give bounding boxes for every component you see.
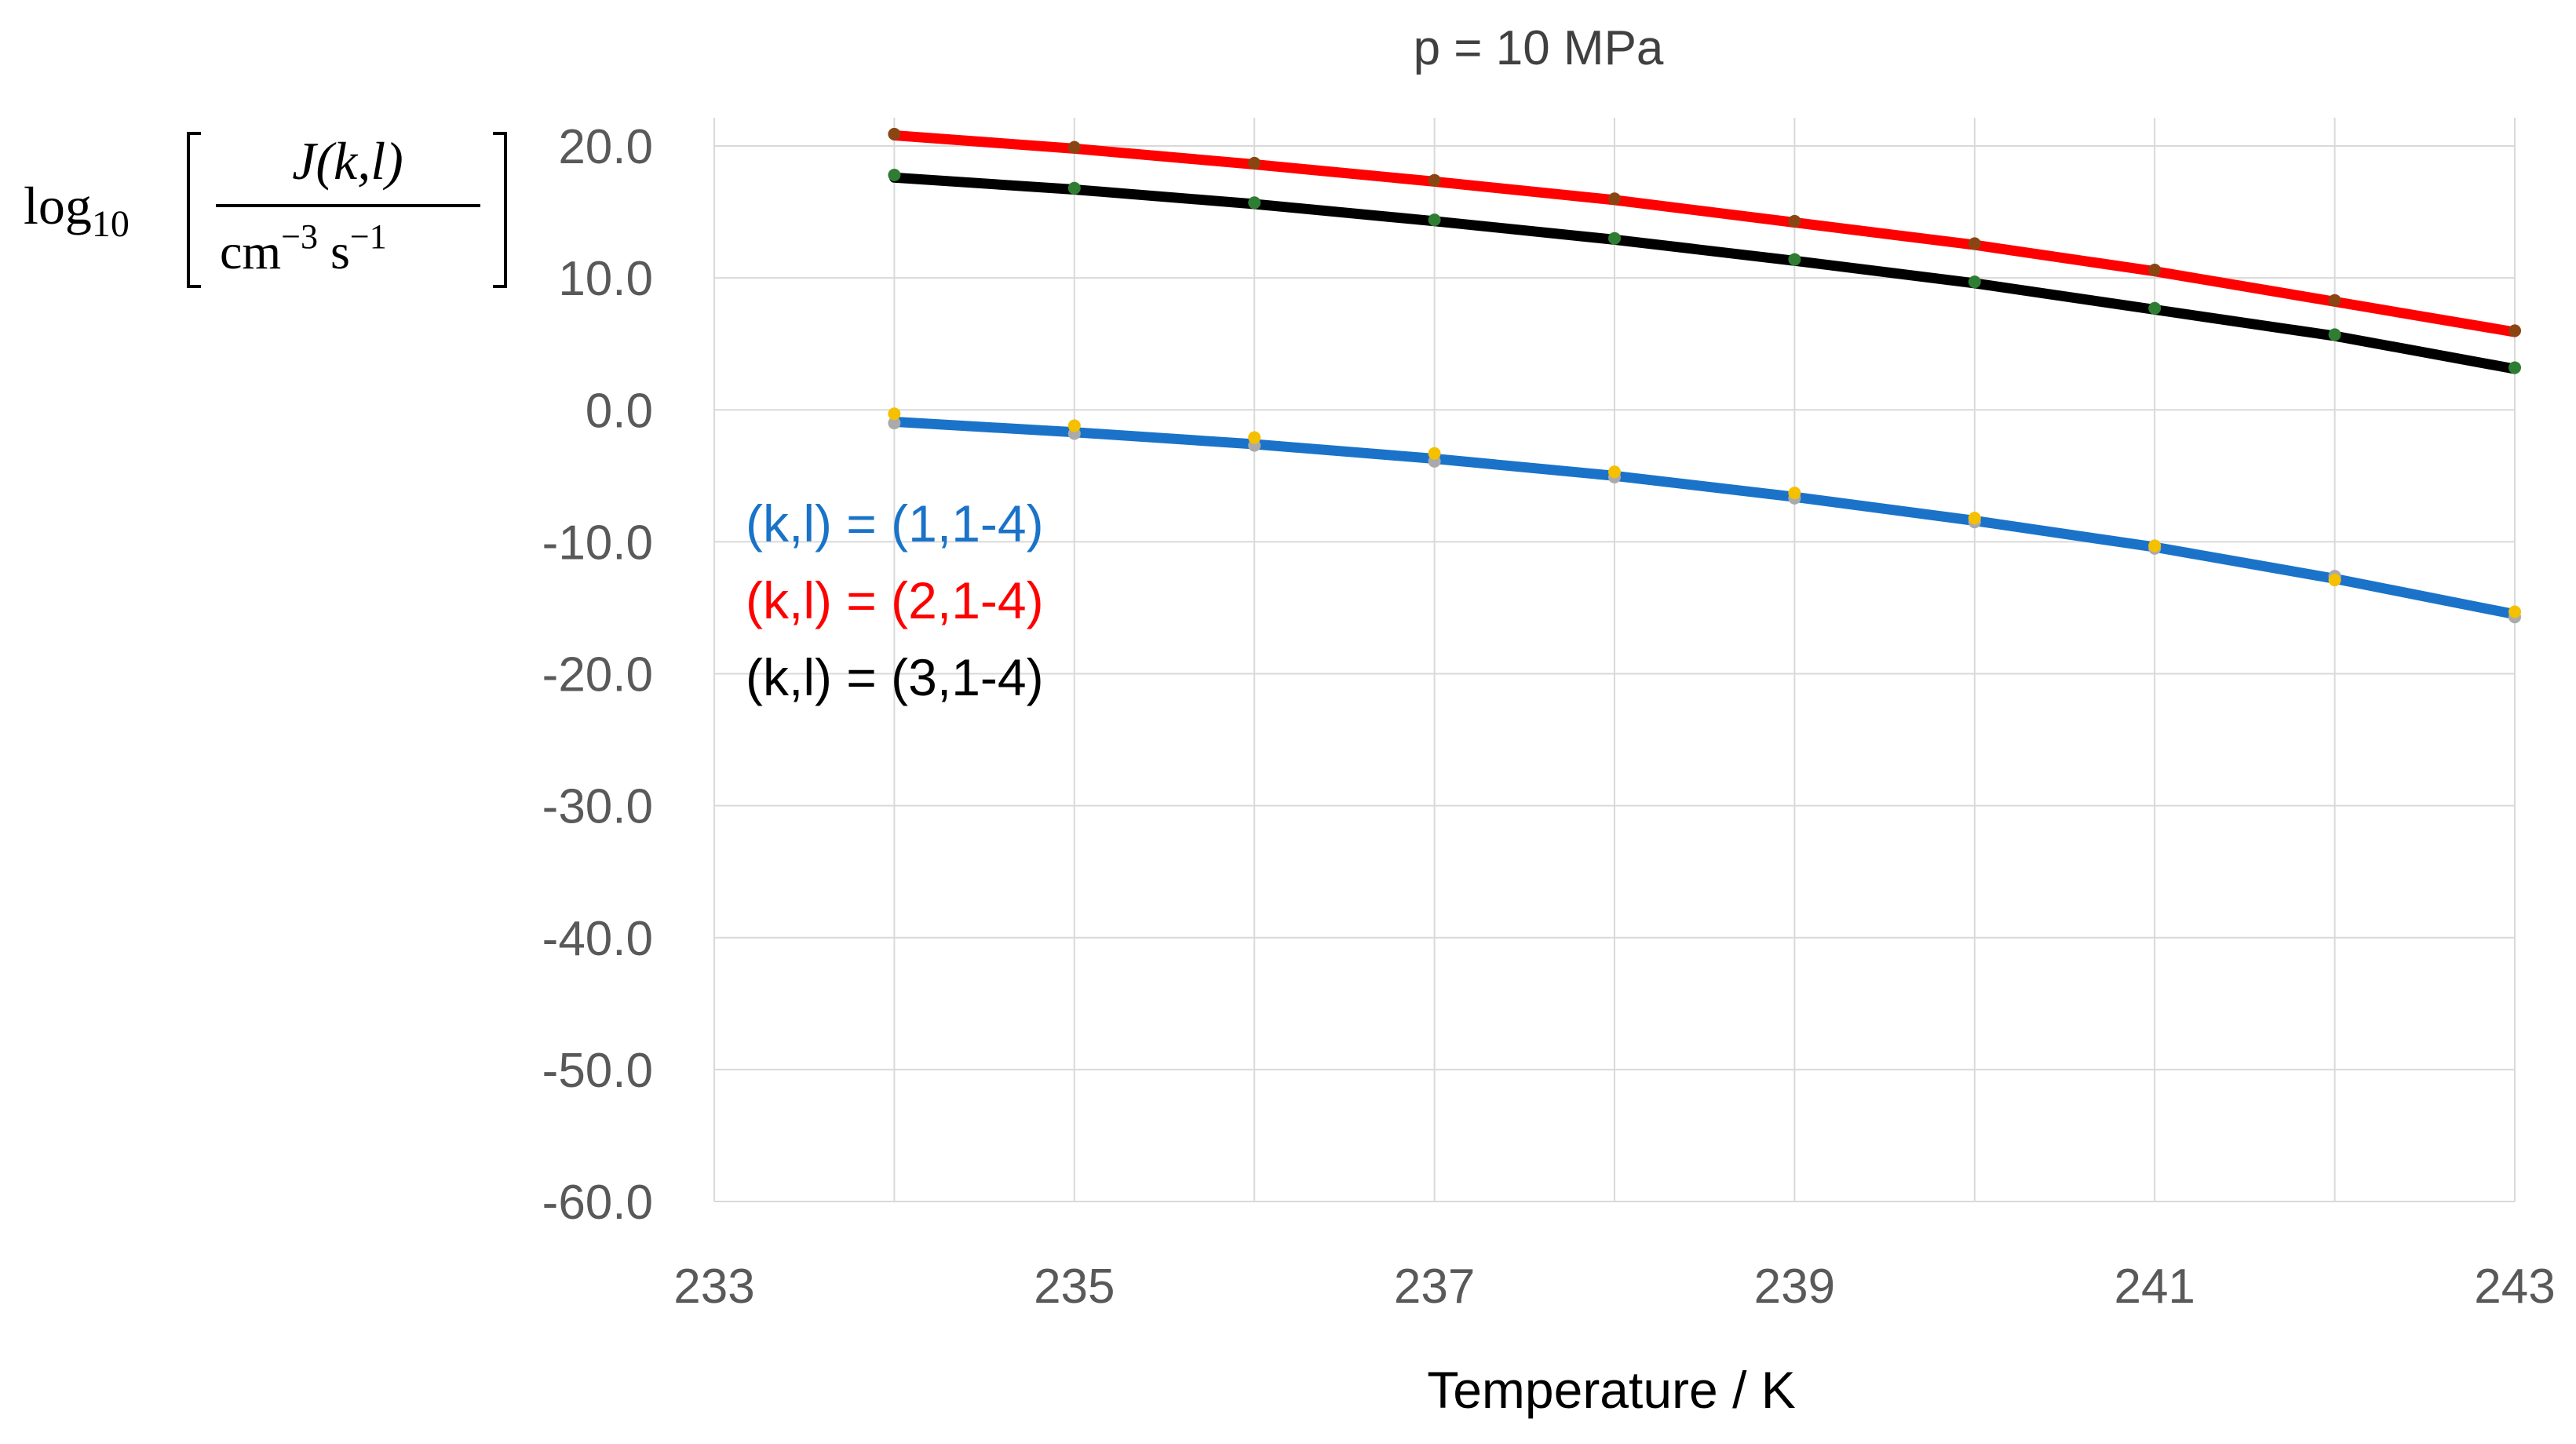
x-axis-label: Temperature / K xyxy=(1427,1361,1796,1419)
x-tick-label: 235 xyxy=(1034,1260,1115,1314)
data-point-series-2 xyxy=(1608,192,1621,206)
data-point-series-2 xyxy=(2328,294,2341,307)
data-point-series-3 xyxy=(2328,328,2341,341)
series-line-1 xyxy=(888,416,2520,620)
y-label-left-bracket xyxy=(187,132,201,288)
y-label-numerator: J(k,l) xyxy=(292,131,403,191)
data-point-series-1 xyxy=(888,417,901,430)
x-tick-label: 243 xyxy=(2474,1260,2555,1314)
data-point-series-1 xyxy=(2148,539,2162,552)
x-tick-label: 239 xyxy=(1754,1260,1835,1314)
data-point-series-2 xyxy=(1428,173,1441,187)
y-tick-label: -60.0 xyxy=(542,1176,653,1230)
data-point-series-2 xyxy=(1067,140,1081,154)
data-point-series-2 xyxy=(1788,214,1801,228)
data-point-series-3 xyxy=(1608,232,1621,245)
chart-title: p = 10 MPa xyxy=(1414,21,1664,75)
x-tick-label: 237 xyxy=(1394,1260,1475,1314)
y-label-log: log10 xyxy=(24,176,130,245)
data-point-series-2 xyxy=(2148,264,2162,277)
series-line-3 xyxy=(888,172,2520,374)
data-point-series-3 xyxy=(1067,181,1081,195)
data-point-series-1 xyxy=(1428,447,1441,460)
y-label-denominator: cm−3 s−1 xyxy=(220,217,387,279)
data-point-series-3 xyxy=(1968,275,1981,289)
data-point-series-1 xyxy=(1608,465,1621,479)
x-tick-label: 233 xyxy=(673,1260,754,1314)
y-tick-label: -20.0 xyxy=(542,648,653,702)
y-tick-label: 0.0 xyxy=(586,384,653,438)
y-label-right-bracket xyxy=(493,132,507,288)
data-point-series-3 xyxy=(1788,253,1801,266)
series-line-2 xyxy=(888,130,2520,337)
y-tick-label: 10.0 xyxy=(558,252,653,306)
data-point-series-3 xyxy=(2148,301,2162,315)
y-tick-label: -10.0 xyxy=(542,516,653,570)
y-axis-label: log10 J(k,l) cm−3 s−1 xyxy=(24,131,507,288)
legend-entry-1: (k,l) = (1,1-4) xyxy=(746,494,1044,552)
data-point-series-1 xyxy=(1067,419,1081,432)
y-tick-label: -40.0 xyxy=(542,912,653,966)
legend-entry-2: (k,l) = (2,1-4) xyxy=(746,571,1044,629)
data-point-series-1 xyxy=(1788,487,1801,500)
y-tick-label: -50.0 xyxy=(542,1044,653,1098)
data-point-series-1 xyxy=(888,407,901,421)
y-tick-label: -30.0 xyxy=(542,780,653,834)
axis-ticks: 20.0 10.0 0.0 -10.0 -20.0 -30.0 -40.0 -50.0 -60.… xyxy=(542,120,2556,1314)
data-point-series-3 xyxy=(888,168,901,181)
data-point-series-1 xyxy=(1248,431,1261,444)
legend: (k,l) = (1,1-4) (k,l) = (2,1-4) (k,l) = … xyxy=(746,494,1044,706)
data-point-series-3 xyxy=(1428,213,1441,227)
y-tick-label: 20.0 xyxy=(558,120,653,174)
data-point-series-1 xyxy=(2508,605,2521,618)
x-tick-label: 241 xyxy=(2114,1260,2195,1314)
data-point-series-1 xyxy=(2328,574,2341,587)
data-point-series-2 xyxy=(1248,156,1261,170)
data-point-series-3 xyxy=(1248,196,1261,210)
data-point-series-1 xyxy=(1968,512,1981,525)
data-point-series-2 xyxy=(888,127,901,140)
plot-series xyxy=(888,127,2521,624)
data-point-series-3 xyxy=(2508,361,2521,374)
data-point-series-2 xyxy=(2508,324,2521,337)
data-point-series-2 xyxy=(1968,237,1981,250)
legend-entry-3: (k,l) = (3,1-4) xyxy=(746,648,1044,706)
